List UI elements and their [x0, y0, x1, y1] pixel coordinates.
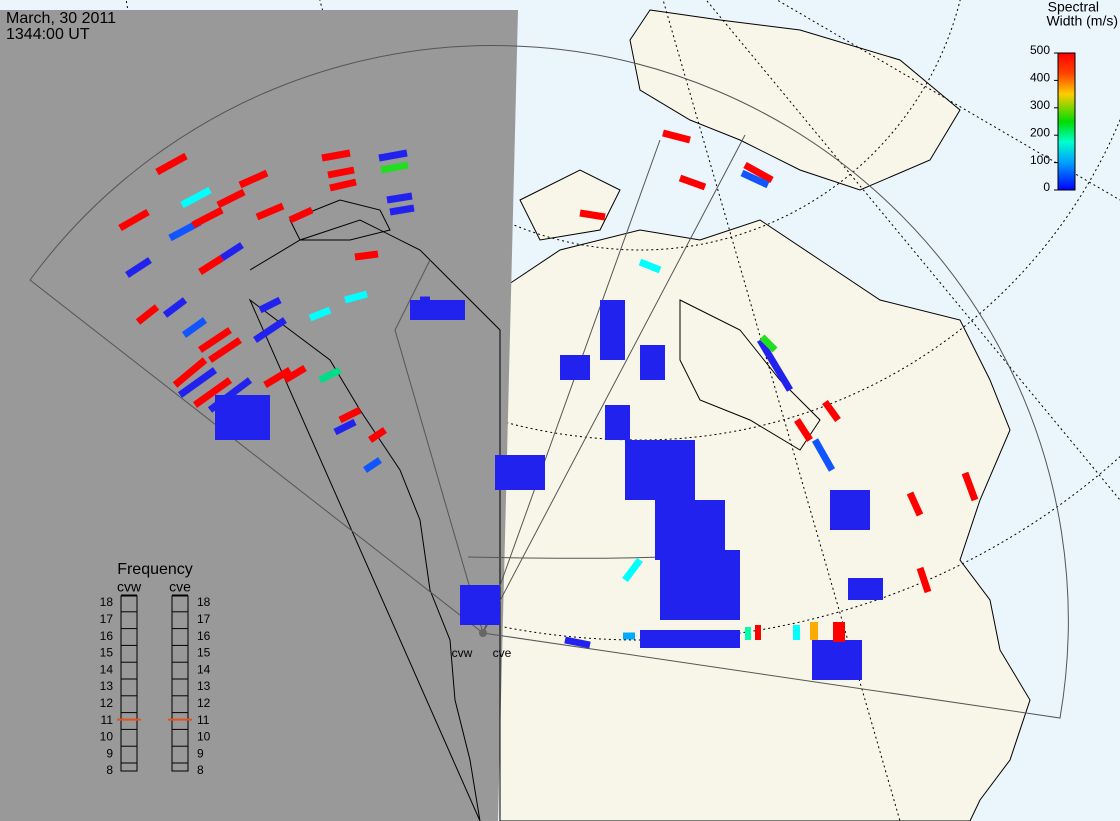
frequency-tick-label: 10	[100, 730, 114, 744]
frequency-tick-label: 13	[100, 679, 114, 693]
frequency-tick-label: 14	[100, 662, 114, 676]
frequency-tick-label: 8	[197, 763, 204, 777]
site-label: cvw	[452, 646, 473, 660]
frequency-tick-label: 10	[197, 730, 211, 744]
frequency-tick-label: 12	[100, 696, 114, 710]
colorbar	[1057, 52, 1076, 191]
colorbar-tick-label: 100	[1030, 153, 1050, 167]
colorbar-title: Spectral	[1048, 0, 1099, 15]
frequency-tick-label: 9	[106, 746, 113, 760]
colorbar-tick-label: 300	[1030, 98, 1050, 112]
frequency-box	[120, 595, 138, 772]
colorbar-tick-label: 200	[1030, 125, 1050, 139]
frequency-tick-label: 17	[100, 612, 114, 626]
frequency-tick-label: 8	[106, 763, 113, 777]
colorbar-tick-label: 500	[1030, 43, 1050, 57]
frequency-tick-label: 15	[197, 646, 211, 660]
land	[499, 9, 1031, 821]
frequency-tick-label: 14	[197, 662, 211, 676]
time-label: 1344:00 UT	[6, 26, 90, 43]
frequency-tick-label: 17	[197, 612, 211, 626]
frequency-tick-label: 18	[100, 595, 114, 609]
frequency-tick-label: 12	[197, 696, 211, 710]
colorbar-title: Width (m/s)	[1046, 13, 1118, 29]
radar-name: cvw	[117, 579, 142, 595]
frequency-tick-label: 18	[197, 595, 211, 609]
frequency-tick-label: 11	[101, 713, 114, 727]
frequency-box	[171, 595, 189, 772]
frequency-tick-label: 11	[197, 713, 210, 727]
colorbar-tick-label: 400	[1030, 71, 1050, 85]
frequency-tick-label: 15	[100, 646, 114, 660]
date-label: March, 30 2011	[6, 10, 116, 27]
frequency-tick-label: 16	[197, 629, 211, 643]
radar-site	[479, 629, 487, 637]
radar-name: cve	[169, 579, 191, 595]
radar-echoes	[118, 129, 979, 680]
site-label: cve	[493, 646, 512, 660]
frequency-tick-label: 13	[197, 679, 211, 693]
frequency-tick-label: 16	[100, 629, 114, 643]
frequency-tick-label: 9	[197, 746, 204, 760]
frequency-title: Frequency	[117, 561, 193, 578]
colorbar-tick-label: 0	[1043, 180, 1050, 194]
